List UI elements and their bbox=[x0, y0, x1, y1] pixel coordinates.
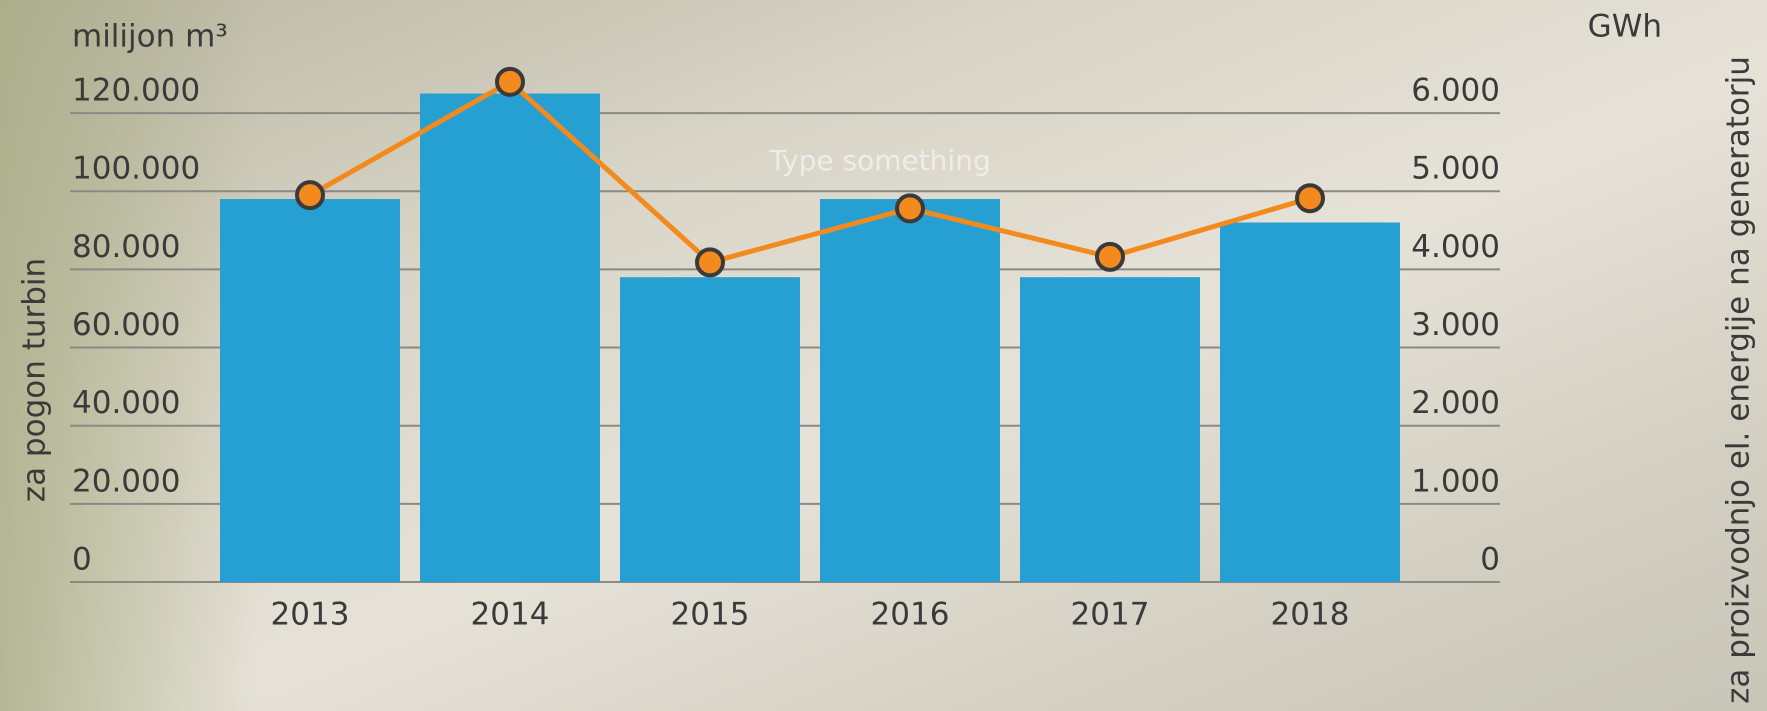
line-marker bbox=[1097, 244, 1123, 270]
bar bbox=[620, 277, 800, 582]
placeholder-text: Type something bbox=[768, 144, 990, 177]
y2-tick-label: 5.000 bbox=[1411, 151, 1500, 187]
y2-tick-label: 6.000 bbox=[1411, 73, 1500, 109]
line-marker bbox=[497, 69, 523, 95]
page: {"chart_data": {"type": "bar", "y_unit_l… bbox=[0, 0, 1767, 711]
y2-tick-label: 4.000 bbox=[1411, 229, 1500, 265]
bar bbox=[820, 199, 1000, 582]
y2-axis-title: za proizvodnjo el. energije na generator… bbox=[1721, 56, 1757, 704]
y-tick-label: 40.000 bbox=[72, 385, 180, 421]
x-tick-label: 2015 bbox=[671, 597, 750, 633]
y2-tick-label: 1.000 bbox=[1411, 463, 1500, 499]
line-marker bbox=[1297, 185, 1323, 211]
bar bbox=[420, 94, 600, 582]
bar bbox=[1220, 222, 1400, 582]
bar bbox=[1020, 277, 1200, 582]
bar bbox=[220, 199, 400, 582]
y-tick-label: 60.000 bbox=[72, 307, 180, 343]
x-tick-label: 2018 bbox=[1271, 597, 1350, 633]
x-tick-label: 2017 bbox=[1071, 597, 1150, 633]
y-tick-label: 120.000 bbox=[72, 73, 200, 109]
line-marker bbox=[697, 249, 723, 275]
x-tick-label: 2016 bbox=[871, 597, 950, 633]
y-tick-label: 0 bbox=[72, 542, 92, 578]
line-marker bbox=[897, 195, 923, 221]
line-marker bbox=[297, 182, 323, 208]
x-tick-label: 2014 bbox=[471, 597, 550, 633]
chart: milijon m³ GWh za pogon turbin za proizv… bbox=[0, 0, 1767, 711]
y-tick-label: 20.000 bbox=[72, 463, 180, 499]
x-tick-label: 2013 bbox=[271, 597, 350, 633]
y2-tick-label: 0 bbox=[1480, 542, 1500, 578]
y-unit-label: milijon m³ bbox=[72, 19, 228, 55]
y-axis-title: za pogon turbin bbox=[17, 258, 53, 502]
y2-tick-label: 3.000 bbox=[1411, 307, 1500, 343]
y2-tick-label: 2.000 bbox=[1411, 385, 1500, 421]
y2-unit-label: GWh bbox=[1588, 9, 1662, 45]
y-tick-label: 80.000 bbox=[72, 229, 180, 265]
y-tick-label: 100.000 bbox=[72, 151, 200, 187]
